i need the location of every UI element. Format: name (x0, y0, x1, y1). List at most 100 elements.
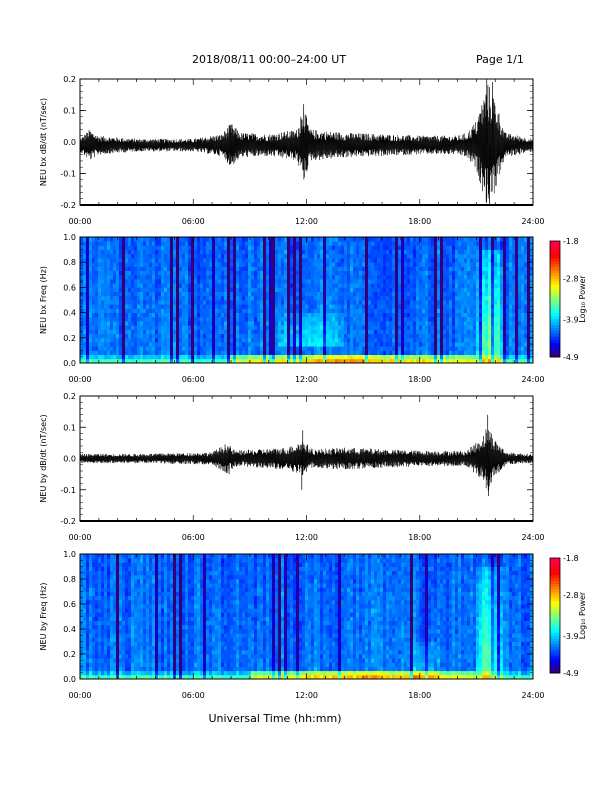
spectrogram-cell (275, 237, 279, 242)
spectrogram-cell (464, 350, 468, 355)
spectrogram-cell (464, 333, 468, 339)
spectrogram-cell (125, 241, 129, 246)
spectrogram-cell (407, 358, 411, 364)
spectrogram-cell (473, 287, 477, 292)
spectrogram-cell (263, 262, 267, 267)
spectrogram-cell (149, 237, 153, 242)
spectrogram-cell (515, 333, 519, 339)
spectrogram-cell (323, 266, 327, 271)
spectrogram-cell (128, 237, 132, 242)
y-tick-label: 0.2 (63, 75, 76, 84)
spectrogram-cell (116, 312, 120, 318)
spectrogram-cell (266, 354, 270, 360)
spectrogram-cell (110, 312, 114, 318)
spectrogram-cell (317, 312, 321, 318)
spectrogram-cell (287, 337, 291, 343)
spectrogram-cell (119, 337, 123, 343)
spectrogram-cell (440, 312, 444, 318)
spectrogram-cell (464, 287, 468, 292)
spectrogram-cell (311, 258, 315, 263)
spectrogram-cell (467, 358, 471, 364)
spectrogram-cell (152, 274, 156, 280)
spectrogram-cell (299, 249, 303, 255)
spectrogram-cell (107, 266, 111, 271)
spectrogram-cell (404, 300, 408, 305)
spectrogram-cell (452, 304, 456, 309)
spectrogram-cell (239, 279, 243, 284)
spectrogram-cell (494, 321, 498, 326)
spectrogram-cell (380, 342, 384, 347)
spectrogram-cell (368, 258, 372, 263)
spectrogram-cell (485, 325, 489, 330)
spectrogram-cell (107, 304, 111, 309)
spectrogram-cell (530, 333, 534, 339)
spectrogram-cell (176, 346, 180, 351)
spectrogram-cell (158, 316, 162, 322)
spectrogram-cell (248, 274, 252, 280)
spectrogram-cell (338, 253, 342, 259)
spectrogram-cell (323, 262, 327, 267)
spectrogram-cell (332, 337, 336, 343)
colorbar-step (550, 339, 560, 343)
spectrogram-cell (473, 279, 477, 284)
spectrogram-cell (266, 274, 270, 280)
spectrogram-cell (281, 262, 285, 267)
spectrogram-cell (524, 287, 528, 292)
spectrogram-cell (413, 283, 417, 288)
spectrogram-cell (473, 300, 477, 305)
spectrogram-cell (422, 266, 426, 271)
spectrogram-cell (455, 321, 459, 326)
spectrogram-cell (134, 358, 138, 364)
spectrogram-cell (503, 258, 507, 263)
spectrogram-cell (407, 295, 411, 301)
spectrogram-cell (203, 237, 207, 242)
spectrogram-cell (182, 304, 186, 309)
spectrogram-cell (479, 333, 483, 339)
spectrogram-cell (281, 337, 285, 343)
spectrogram-cell (386, 253, 390, 259)
spectrogram-cell (86, 350, 90, 355)
spectrogram-cell (296, 258, 300, 263)
spectrogram-cell (329, 329, 333, 334)
spectrogram-cell (485, 258, 489, 263)
spectrogram-cell (158, 266, 162, 271)
spectrogram-cell (104, 270, 108, 276)
spectrogram-cell (131, 241, 135, 246)
spectrogram-cell (521, 312, 525, 318)
spectrogram-cell (338, 325, 342, 330)
spectrogram-cell (89, 241, 93, 246)
spectrogram-cell (161, 316, 165, 322)
spectrogram-cell (425, 249, 429, 255)
spectrogram-cell (170, 329, 174, 334)
spectrogram-cell (257, 295, 261, 301)
spectrogram-cell (263, 270, 267, 276)
spectrogram-cell (524, 237, 528, 242)
spectrogram-cell (257, 253, 261, 259)
spectrogram-cell (254, 241, 258, 246)
spectrogram-cell (518, 312, 522, 318)
spectrogram-cell (530, 300, 534, 305)
spectrogram-cell (512, 312, 516, 318)
spectrogram-cell (524, 312, 528, 318)
spectrogram-cell (449, 266, 453, 271)
spectrogram-cell (434, 245, 438, 250)
spectrogram-cell (113, 316, 117, 322)
spectrogram-cell (428, 325, 432, 330)
spectrogram-cell (248, 325, 252, 330)
spectrogram-cell (470, 354, 474, 360)
spectrogram-cell (251, 237, 255, 242)
spectrogram-cell (170, 262, 174, 267)
spectrogram-cell (206, 300, 210, 305)
spectrogram-cell (245, 270, 249, 276)
spectrogram-cell (449, 350, 453, 355)
spectrogram-cell (395, 270, 399, 276)
spectrogram-cell (155, 274, 159, 280)
spectrogram-cell (272, 354, 276, 360)
spectrogram-cell (467, 266, 471, 271)
spectrogram-cell (230, 325, 234, 330)
spectrogram-cell (479, 258, 483, 263)
spectrogram-cell (389, 279, 393, 284)
spectrogram-cell (248, 258, 252, 263)
spectrogram-cell (122, 329, 126, 334)
spectrogram-cell (398, 283, 402, 288)
